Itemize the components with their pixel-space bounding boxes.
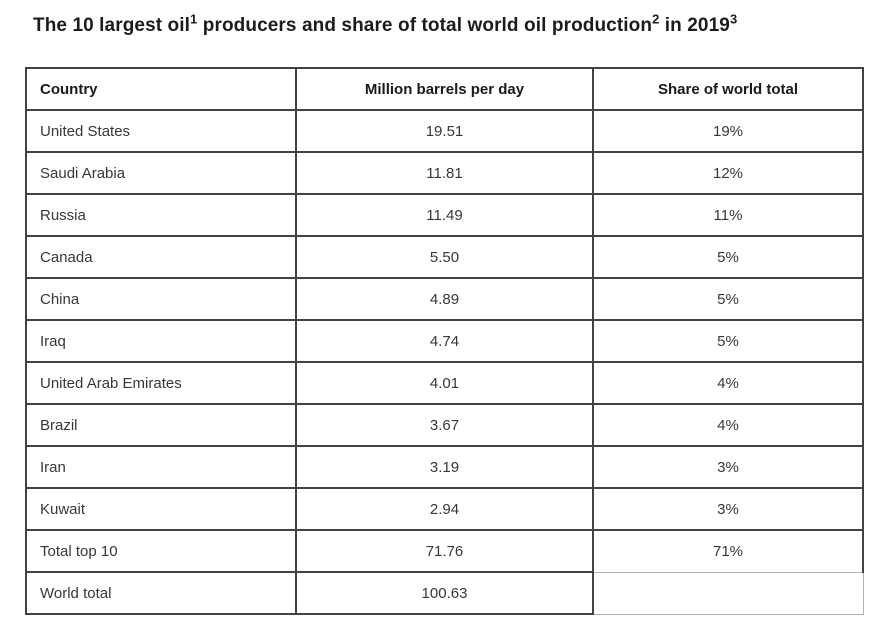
share-cell: 4% xyxy=(592,403,864,447)
title-footnote-3: 3 xyxy=(729,11,738,27)
mbpd-cell: 4.74 xyxy=(295,319,594,363)
share-cell: 12% xyxy=(592,151,864,195)
table-header-row: Country Million barrels per day Share of… xyxy=(25,67,864,111)
table-row: Iran 3.19 3% xyxy=(25,445,864,489)
country-cell: Saudi Arabia xyxy=(25,151,297,195)
country-cell: United Arab Emirates xyxy=(25,361,297,405)
country-cell: United States xyxy=(25,109,297,153)
share-cell: 5% xyxy=(592,319,864,363)
table-row: Canada 5.50 5% xyxy=(25,235,864,279)
mbpd-cell: 4.89 xyxy=(295,277,594,321)
table-row: Saudi Arabia 11.81 12% xyxy=(25,151,864,195)
share-cell-empty xyxy=(592,571,864,615)
mbpd-cell: 2.94 xyxy=(295,487,594,531)
share-cell: 5% xyxy=(592,235,864,279)
share-cell: 71% xyxy=(592,529,864,573)
column-header-mbpd: Million barrels per day xyxy=(295,67,594,111)
mbpd-cell: 71.76 xyxy=(295,529,594,573)
mbpd-cell: 3.19 xyxy=(295,445,594,489)
share-cell: 5% xyxy=(592,277,864,321)
table-row: Kuwait 2.94 3% xyxy=(25,487,864,531)
table-row: China 4.89 5% xyxy=(25,277,864,321)
share-cell: 3% xyxy=(592,445,864,489)
table-row: Total top 10 71.76 71% xyxy=(25,529,864,573)
share-cell: 11% xyxy=(592,193,864,237)
country-cell: Iran xyxy=(25,445,297,489)
mbpd-cell: 3.67 xyxy=(295,403,594,447)
title-part-1: The 10 largest oil xyxy=(33,15,191,36)
title-part-3: in 2019 xyxy=(659,15,730,36)
page-title: The 10 largest oil1 producers and share … xyxy=(33,11,886,38)
column-header-share: Share of world total xyxy=(592,67,864,111)
mbpd-cell: 5.50 xyxy=(295,235,594,279)
table-row: Brazil 3.67 4% xyxy=(25,403,864,447)
table-row: Russia 11.49 11% xyxy=(25,193,864,237)
country-cell: Kuwait xyxy=(25,487,297,531)
mbpd-cell: 100.63 xyxy=(295,571,594,615)
country-cell: Canada xyxy=(25,235,297,279)
country-cell: Total top 10 xyxy=(25,529,297,573)
table-body: United States 19.51 19% Saudi Arabia 11.… xyxy=(25,109,864,615)
country-cell: China xyxy=(25,277,297,321)
table-row: Iraq 4.74 5% xyxy=(25,319,864,363)
mbpd-cell: 11.81 xyxy=(295,151,594,195)
title-part-2: producers and share of total world oil p… xyxy=(197,15,653,36)
country-cell: Iraq xyxy=(25,319,297,363)
title-footnote-1: 1 xyxy=(190,11,198,27)
mbpd-cell: 11.49 xyxy=(295,193,594,237)
table-row: World total 100.63 xyxy=(25,571,864,615)
column-header-country: Country xyxy=(25,67,297,111)
share-cell: 4% xyxy=(592,361,864,405)
mbpd-cell: 4.01 xyxy=(295,361,594,405)
title-footnote-2: 2 xyxy=(652,11,660,27)
share-cell: 19% xyxy=(592,109,864,153)
mbpd-cell: 19.51 xyxy=(295,109,594,153)
country-cell: Russia xyxy=(25,193,297,237)
country-cell: World total xyxy=(25,571,297,615)
table-row: United Arab Emirates 4.01 4% xyxy=(25,361,864,405)
oil-producers-table: Country Million barrels per day Share of… xyxy=(25,67,864,615)
country-cell: Brazil xyxy=(25,403,297,447)
share-cell: 3% xyxy=(592,487,864,531)
table-row: United States 19.51 19% xyxy=(25,109,864,153)
